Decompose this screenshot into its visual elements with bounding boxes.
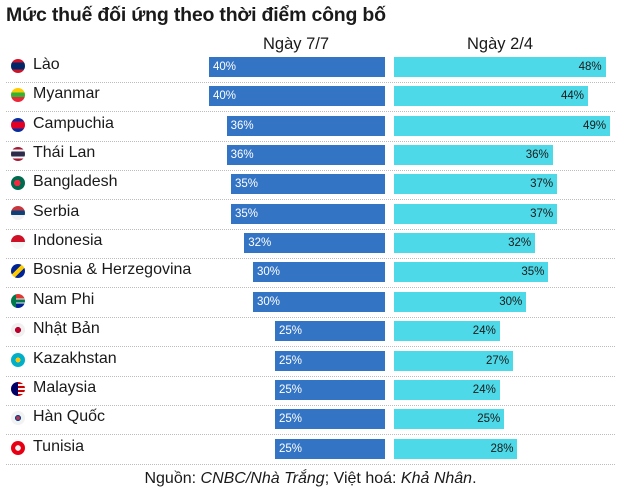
row-divider <box>6 287 615 289</box>
row-divider <box>6 316 615 318</box>
chart-row: Malaysia 25% 24% <box>0 377 621 406</box>
serbia-flag-icon <box>11 205 25 220</box>
bar-apr2: 28% <box>394 438 518 459</box>
bar-jul7: 25% <box>275 438 385 459</box>
row-divider <box>6 140 615 142</box>
country-label: Thái Lan <box>33 144 96 162</box>
chart-row: Bangladesh 35% 37% <box>0 171 621 201</box>
malaysia-flag-icon <box>11 381 25 396</box>
country-label: Campuchia <box>33 114 114 132</box>
column-header-jul7: Ngày 7/7 <box>262 35 330 53</box>
chart-row: Myanmar 40% 44% <box>0 83 621 113</box>
source-suffix: . <box>472 470 477 487</box>
bar-apr2: 37% <box>394 174 558 195</box>
chart-row: Indonesia 32% 32% <box>0 230 621 260</box>
country-label: Nhật Bản <box>33 320 100 338</box>
country-label: Bangladesh <box>33 173 118 191</box>
source-author: Khả Nhân <box>400 470 473 487</box>
bar-apr2: 37% <box>394 203 558 224</box>
row-divider <box>6 346 615 348</box>
bar-apr2: 32% <box>394 233 536 254</box>
bar-jul7: 30% <box>253 262 385 283</box>
row-divider <box>6 258 615 260</box>
row-divider <box>6 111 615 113</box>
bar-jul7: 25% <box>275 321 385 342</box>
korea-flag-icon <box>11 411 25 426</box>
bar-jul7: 32% <box>244 233 385 254</box>
thailand-flag-icon <box>11 147 25 162</box>
lao-flag-icon <box>11 59 25 73</box>
bar-apr2: 24% <box>394 379 500 400</box>
column-header-apr2: Ngày 2/4 <box>466 35 534 53</box>
bar-apr2: 25% <box>394 409 505 430</box>
indonesia-flag-icon <box>11 235 25 250</box>
bar-apr2: 44% <box>394 86 589 107</box>
chart-row: Tunisia 25% 28% <box>0 436 621 465</box>
country-label: Lào <box>33 56 60 73</box>
row-divider <box>6 375 615 377</box>
source-mid: ; Việt hoá: <box>324 470 401 487</box>
tunisia-flag-icon <box>11 440 25 455</box>
bar-apr2: 30% <box>394 291 527 312</box>
source-note: Nguồn: CNBC/Nhà Trắng; Việt hoá: Khả Nhâ… <box>0 470 621 488</box>
bosnia-flag-icon <box>11 264 25 279</box>
row-divider <box>6 228 615 230</box>
country-label: Malaysia <box>33 378 97 396</box>
country-label: Tunisia <box>33 437 84 455</box>
cambodia-flag-icon <box>11 117 25 132</box>
bar-jul7: 35% <box>231 203 385 224</box>
country-label: Serbia <box>33 202 80 220</box>
source-prefix: Nguồn: <box>144 470 201 487</box>
bangladesh-flag-icon <box>11 176 25 191</box>
japan-flag-icon <box>11 323 25 338</box>
myanmar-flag-icon <box>11 88 25 103</box>
country-label: Bosnia & Herzegovina <box>33 261 192 279</box>
chart-row: Nam Phi 30% 30% <box>0 289 621 318</box>
bar-jul7: 25% <box>275 379 385 400</box>
bar-jul7: 40% <box>209 86 385 107</box>
country-label: Myanmar <box>33 85 100 103</box>
bar-apr2: 27% <box>394 350 514 371</box>
country-label: Indonesia <box>33 232 103 250</box>
bar-jul7: 30% <box>253 291 385 312</box>
country-label: Nam Phi <box>33 290 95 308</box>
bar-jul7: 25% <box>275 409 385 430</box>
chart-title: Mức thuế đối ứng theo thời điểm công bố <box>6 4 386 26</box>
bar-apr2: 49% <box>394 115 611 136</box>
source-origin: CNBC/Nhà Trắng <box>200 470 325 487</box>
chart-row: Hàn Quốc 25% 25% <box>0 406 621 436</box>
row-divider <box>6 199 615 201</box>
row-divider <box>6 170 615 172</box>
bar-apr2: 48% <box>394 57 606 77</box>
bar-jul7: 36% <box>226 115 385 136</box>
bar-jul7: 36% <box>226 145 385 166</box>
bar-jul7: 40% <box>209 57 385 77</box>
south-africa-flag-icon <box>11 293 25 308</box>
chart-row: Campuchia 36% 49% <box>0 113 621 142</box>
chart-row: Serbia 35% 37% <box>0 201 621 230</box>
bar-jul7: 25% <box>275 350 385 371</box>
chart-row: Bosnia & Herzegovina 30% 35% <box>0 259 621 289</box>
row-divider <box>6 434 615 436</box>
kazakhstan-flag-icon <box>11 352 25 367</box>
chart-row: Kazakhstan 25% 27% <box>0 348 621 377</box>
country-label: Kazakhstan <box>33 349 117 367</box>
chart-row: Lào 40% 48% <box>0 54 621 83</box>
chart-row: Nhật Bản 25% 24% <box>0 318 621 348</box>
bar-apr2: 35% <box>394 262 549 283</box>
row-divider <box>6 463 615 465</box>
bar-apr2: 36% <box>394 145 553 166</box>
bar-jul7: 35% <box>231 174 385 195</box>
row-divider <box>6 404 615 406</box>
bar-apr2: 24% <box>394 321 500 342</box>
row-divider <box>6 82 615 83</box>
chart-row: Thái Lan 36% 36% <box>0 142 621 172</box>
country-label: Hàn Quốc <box>33 408 106 426</box>
